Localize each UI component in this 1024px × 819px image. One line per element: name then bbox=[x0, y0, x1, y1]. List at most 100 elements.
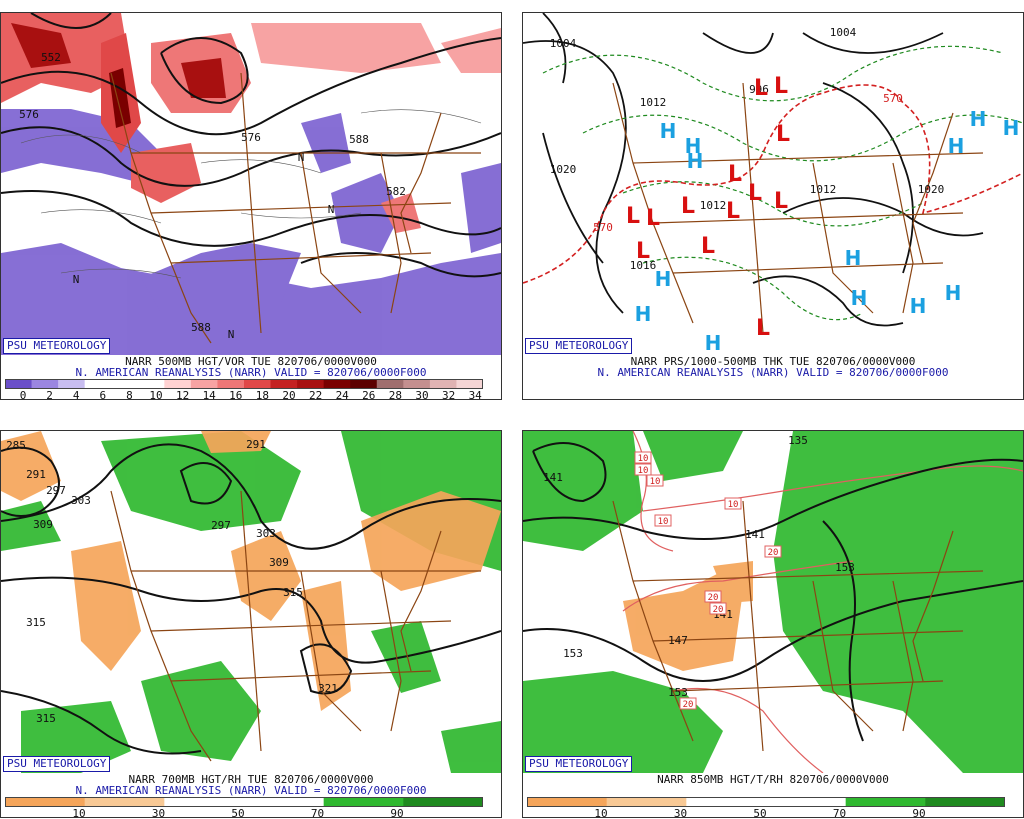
temperature-label: 10 bbox=[728, 500, 739, 510]
contour-label: 147 bbox=[668, 634, 688, 647]
colorbar-tick-label: 50 bbox=[753, 807, 767, 818]
contour-label: 141 bbox=[543, 471, 563, 484]
isobar-label: 996 bbox=[749, 83, 769, 96]
colorbar-swatch bbox=[376, 379, 404, 389]
high-pressure-marker: H bbox=[851, 286, 868, 310]
rh-moist-fill bbox=[1, 431, 501, 773]
thickness-label: 570 bbox=[593, 221, 613, 234]
high-pressure-marker: H bbox=[655, 267, 672, 291]
map-500mb: 552 576 576 582 588 588 N N N N bbox=[1, 13, 501, 355]
map-frame: 135 141 141 147 141 153 153 153 10101010… bbox=[522, 430, 1024, 818]
temperature-label: 10 bbox=[638, 454, 649, 464]
thickness-contours bbox=[542, 45, 1023, 321]
thickness-label: 570 bbox=[883, 92, 903, 105]
panel-prs-thk: 1004 1004 1012 1020 1012 1012 1020 1016 … bbox=[522, 0, 1024, 400]
panel-subtitle: N. AMERICAN REANALYSIS (NARR) VALID = 82… bbox=[597, 366, 949, 379]
temperature-label-box bbox=[764, 545, 782, 558]
colorbar-swatch bbox=[429, 379, 457, 389]
panel-700mb-hgt-rh: 285 291 297 303 309 291 297 303 309 315 … bbox=[0, 418, 502, 818]
high-pressure-marker: H bbox=[687, 149, 704, 173]
colorbar-tick-label: 90 bbox=[912, 807, 926, 818]
colorbar-swatch bbox=[270, 379, 298, 389]
temperature-label: 20 bbox=[708, 593, 719, 603]
colorbar-tick-label: 24 bbox=[335, 389, 349, 400]
temperature-label-box bbox=[724, 497, 742, 510]
colorbar-tick-label: 10 bbox=[72, 807, 86, 818]
colorbar-tick-label: 12 bbox=[175, 389, 190, 400]
contour-label: 315 bbox=[283, 586, 303, 599]
low-pressure-marker: L bbox=[774, 74, 788, 99]
contour-label: 588 bbox=[349, 133, 369, 146]
contour-label: 153 bbox=[835, 561, 855, 574]
colorbar-tick-label: 6 bbox=[99, 389, 107, 400]
contour-label: 588 bbox=[191, 321, 211, 334]
colorbar-tick-label: 0 bbox=[19, 389, 27, 400]
contour-label: 582 bbox=[386, 185, 406, 198]
colorbar-swatch bbox=[190, 379, 218, 389]
colorbar-swatch bbox=[766, 797, 847, 807]
rh-colorbar bbox=[527, 797, 1005, 807]
colorbar-swatch bbox=[323, 797, 404, 807]
colorbar-swatch bbox=[58, 379, 86, 389]
isobars bbox=[523, 13, 984, 327]
colorbar-tick-label: 14 bbox=[202, 389, 216, 400]
panel-title: NARR 500MB HGT/VOR TUE 820706/0000V000 bbox=[125, 355, 377, 368]
map-frame: 552 576 576 582 588 588 N N N N PSU METE… bbox=[0, 12, 502, 400]
colorbar-swatch bbox=[350, 379, 378, 389]
credit-label: PSU METEOROLOGY bbox=[525, 756, 633, 772]
height-contours bbox=[1, 443, 501, 755]
temperature-label: 10 bbox=[650, 477, 661, 487]
temperature-label: 10 bbox=[658, 517, 669, 527]
contour-labels: 552 576 576 582 588 588 N N N N bbox=[19, 51, 406, 341]
contour-label: N bbox=[298, 151, 305, 164]
low-pressure-marker: L bbox=[728, 162, 742, 187]
geographic-borders bbox=[612, 82, 984, 334]
low-pressure-marker: L bbox=[756, 316, 770, 341]
temperature-label: 10 bbox=[638, 466, 649, 476]
colorbar-swatch bbox=[137, 379, 165, 389]
geographic-borders bbox=[612, 500, 984, 752]
colorbar-swatch bbox=[31, 379, 59, 389]
contour-label: 135 bbox=[788, 434, 808, 447]
colorbar-tick-label: 70 bbox=[832, 807, 847, 818]
high-pressure-marker: H bbox=[685, 134, 702, 158]
colorbar-tick-label: 18 bbox=[255, 389, 270, 400]
colorbar-tick-label: 70 bbox=[310, 807, 325, 818]
contour-label: 552 bbox=[41, 51, 61, 64]
temperature-label: 20 bbox=[768, 548, 779, 558]
map-frame: 285 291 297 303 309 291 297 303 309 315 … bbox=[0, 430, 502, 818]
vorticity-negative-fill bbox=[1, 109, 501, 355]
isobar-label: 1020 bbox=[918, 183, 945, 196]
temperature-label: 20 bbox=[713, 605, 724, 615]
colorbar-tick-label: 4 bbox=[72, 389, 80, 400]
panel-title: NARR 850MB HGT/T/RH 820706/0000V000 bbox=[657, 773, 889, 786]
panel-title: NARR PRS/1000-500MB THK TUE 820706/0000V… bbox=[630, 355, 916, 368]
height-contours bbox=[1, 13, 501, 278]
rh-moist-fill bbox=[523, 431, 1023, 773]
colorbar-tick-label: 30 bbox=[151, 807, 166, 818]
map-prs-thk: 1004 1004 1012 1020 1012 1012 1020 1016 … bbox=[523, 13, 1023, 355]
colorbar-tick-label: 30 bbox=[673, 807, 688, 818]
isobar-label: 1020 bbox=[550, 163, 577, 176]
contour-label: 153 bbox=[668, 686, 688, 699]
rh-dry-fill bbox=[623, 561, 753, 671]
contour-label: 291 bbox=[26, 468, 46, 481]
temperature-label-box bbox=[704, 590, 722, 603]
rh-dry-fill bbox=[1, 431, 501, 711]
colorbar-swatch bbox=[323, 379, 351, 389]
temperature-label-box bbox=[709, 602, 727, 615]
vorticity-scale-ticks: 0 2 4 6 8 10 12 14 16 18 20 22 24 26 28 30 32 34 bbox=[5, 389, 483, 400]
colorbar-tick-label: 20 bbox=[282, 389, 296, 400]
colorbar-tick-label: 34 bbox=[468, 389, 482, 400]
colorbar-tick-label: 28 bbox=[388, 389, 403, 400]
rh-colorbar bbox=[5, 797, 483, 807]
colorbar-swatch bbox=[686, 797, 767, 807]
thickness-570-contour bbox=[523, 84, 1023, 284]
high-pressure-marker: H bbox=[948, 134, 965, 158]
colorbar-tick-label: 10 bbox=[149, 389, 163, 400]
contour-label: N bbox=[228, 328, 235, 341]
contour-label: 297 bbox=[46, 484, 66, 497]
temperature-label: 20 bbox=[683, 700, 694, 710]
colorbar-swatch bbox=[244, 379, 272, 389]
